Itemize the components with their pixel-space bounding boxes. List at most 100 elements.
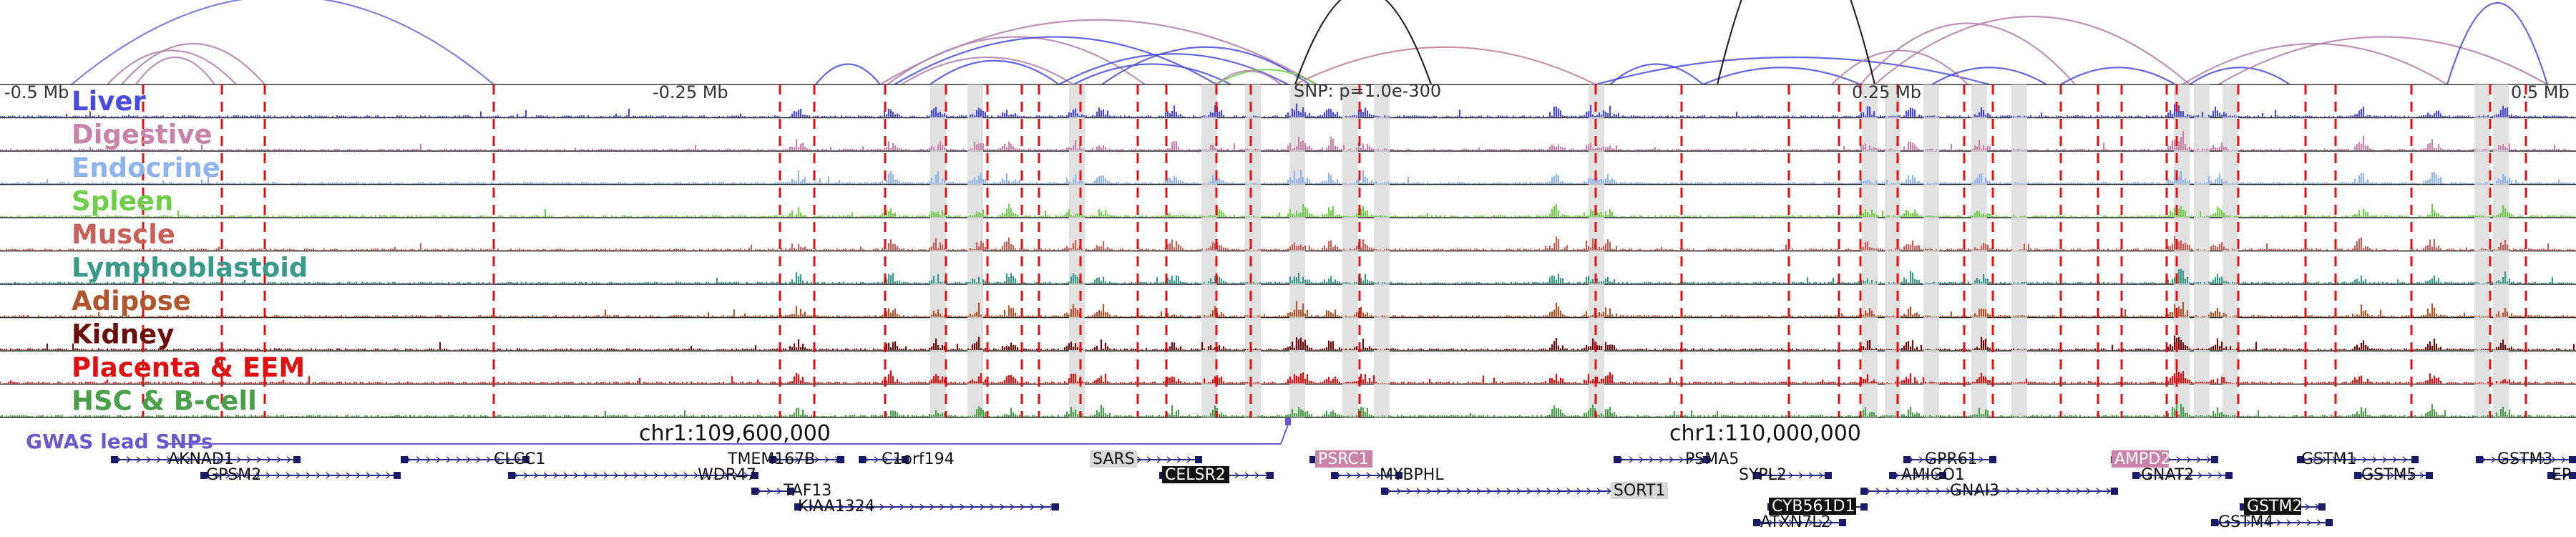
interaction-arc	[135, 57, 215, 85]
gene-strand-arrow	[346, 472, 351, 479]
highlight-region	[1289, 84, 1305, 417]
interaction-arc	[2060, 67, 2176, 85]
gene-strand-arrow	[2187, 472, 2193, 479]
gene-strand-arrow	[2362, 456, 2368, 463]
gene-label: WDR47	[698, 466, 756, 484]
coord-left: chr1:109,600,000	[639, 421, 831, 446]
gene-strand-arrow	[633, 472, 639, 479]
gene-strand-arrow	[2056, 488, 2062, 495]
gene-strand-arrow	[2306, 519, 2312, 526]
gene-label: C1orf194	[882, 450, 955, 468]
snp-pvalue-label: SNP: p=1.0e-300	[1294, 81, 1441, 101]
signal-track	[0, 236, 2575, 251]
gene-strand-arrow	[2006, 488, 2011, 495]
gene-strand-arrow	[2197, 472, 2203, 479]
gwas-label: GWAS lead SNPs	[26, 430, 213, 453]
gene-strand-arrow	[1496, 488, 1502, 495]
highlight-region	[2011, 84, 2027, 417]
gene-strand-arrow	[2266, 519, 2272, 526]
gene-exon	[508, 472, 515, 479]
interaction-arc	[2182, 43, 2448, 85]
gene-strand-arrow	[2322, 456, 2328, 463]
gene-strand-arrow	[1778, 519, 1784, 526]
gene-strand-arrow	[2332, 456, 2338, 463]
gene-strand-arrow	[693, 472, 699, 479]
gene-strand-arrow	[1966, 488, 1971, 495]
gene-strand-arrow	[1146, 456, 1152, 463]
gene-highlight	[1769, 498, 1856, 515]
gene-strand-arrow	[2562, 472, 2568, 479]
gene-strand-arrow	[1456, 488, 1462, 495]
interaction-arc	[1595, 56, 1990, 86]
gene-strand-arrow	[1010, 503, 1015, 511]
gene-strand-arrow	[1924, 472, 1930, 479]
gene-strand-arrow	[1386, 472, 1392, 479]
gene-exon	[2132, 472, 2140, 479]
gene-strand-arrow	[1376, 472, 1382, 479]
gene-exon	[2426, 472, 2433, 479]
gene-strand-arrow	[533, 472, 539, 479]
gene-strand-arrow	[215, 472, 221, 479]
gene-strand-arrow	[1346, 472, 1352, 479]
highlight-region	[1342, 84, 1358, 417]
interaction-arc	[1716, 0, 1876, 85]
track-label: HSC & B-cell	[72, 386, 257, 417]
gene-exon	[1989, 456, 1996, 463]
gene-strand-arrow	[2167, 472, 2173, 479]
gene-strand-arrow	[426, 456, 431, 463]
signal-track	[0, 203, 2575, 217]
gene-exon	[2211, 519, 2218, 526]
gene-strand-arrow	[2312, 456, 2318, 463]
gene-exon	[1395, 472, 1402, 479]
gene-exon	[2211, 456, 2218, 463]
gene-strand-arrow	[156, 456, 162, 463]
gene-label: EP	[2552, 466, 2571, 484]
gene-strand-arrow	[1926, 488, 1931, 495]
gene-strand-arrow	[235, 472, 241, 479]
gene-exon	[1309, 456, 1317, 463]
interaction-arc	[107, 49, 237, 85]
interaction-arc	[1702, 67, 1861, 86]
gene-strand-arrow	[1040, 503, 1045, 511]
gene-strand-arrow	[2206, 456, 2212, 463]
gene-strand-arrow	[1968, 456, 1974, 463]
gene-strand-arrow	[1406, 488, 1412, 495]
gene-strand-arrow	[1436, 488, 1442, 495]
highlight-region	[1862, 84, 1878, 417]
highlight-region	[1069, 84, 1085, 417]
gene-strand-arrow	[1916, 488, 1921, 495]
track-label: Placenta & EEM	[72, 352, 305, 383]
gene-exon	[522, 456, 530, 463]
gene-label: GPSM2	[206, 466, 261, 484]
interaction-arc	[1931, 67, 2047, 85]
gene-strand-arrow	[136, 456, 142, 463]
gene-strand-arrow	[1526, 488, 1532, 495]
gene-strand-arrow	[593, 472, 599, 479]
gene-label: SYPL2	[1739, 466, 1787, 484]
gene-strand-arrow	[2382, 456, 2388, 463]
gene-strand-arrow	[2541, 456, 2547, 463]
interaction-arc	[2446, 1, 2549, 85]
gene-strand-arrow	[466, 456, 472, 463]
gene-strand-arrow	[446, 456, 452, 463]
gene-strand-arrow	[1566, 488, 1572, 495]
gene-strand-arrow	[2561, 456, 2567, 463]
highlight-region	[1201, 84, 1217, 417]
highlight-region	[2493, 84, 2509, 417]
highlight-region	[2474, 84, 2490, 417]
gene-strand-arrow	[2551, 456, 2557, 463]
gene-strand-arrow	[2521, 456, 2527, 463]
gene-strand-arrow	[884, 456, 889, 463]
gene-strand-arrow	[1818, 472, 1824, 479]
interaction-arc	[71, 0, 494, 85]
gene-label: GSTM1	[2301, 450, 2356, 468]
gene-strand-arrow	[1486, 488, 1492, 495]
interaction-arc	[1058, 53, 1289, 85]
gene-strand-arrow	[2046, 488, 2051, 495]
gene-label: AKNAD1	[168, 450, 234, 468]
gene-strand-arrow	[723, 472, 729, 479]
gene-strand-arrow	[829, 503, 835, 511]
gene-strand-arrow	[2399, 472, 2405, 479]
gene-exon	[1195, 456, 1202, 463]
gene-strand-arrow	[506, 456, 512, 463]
